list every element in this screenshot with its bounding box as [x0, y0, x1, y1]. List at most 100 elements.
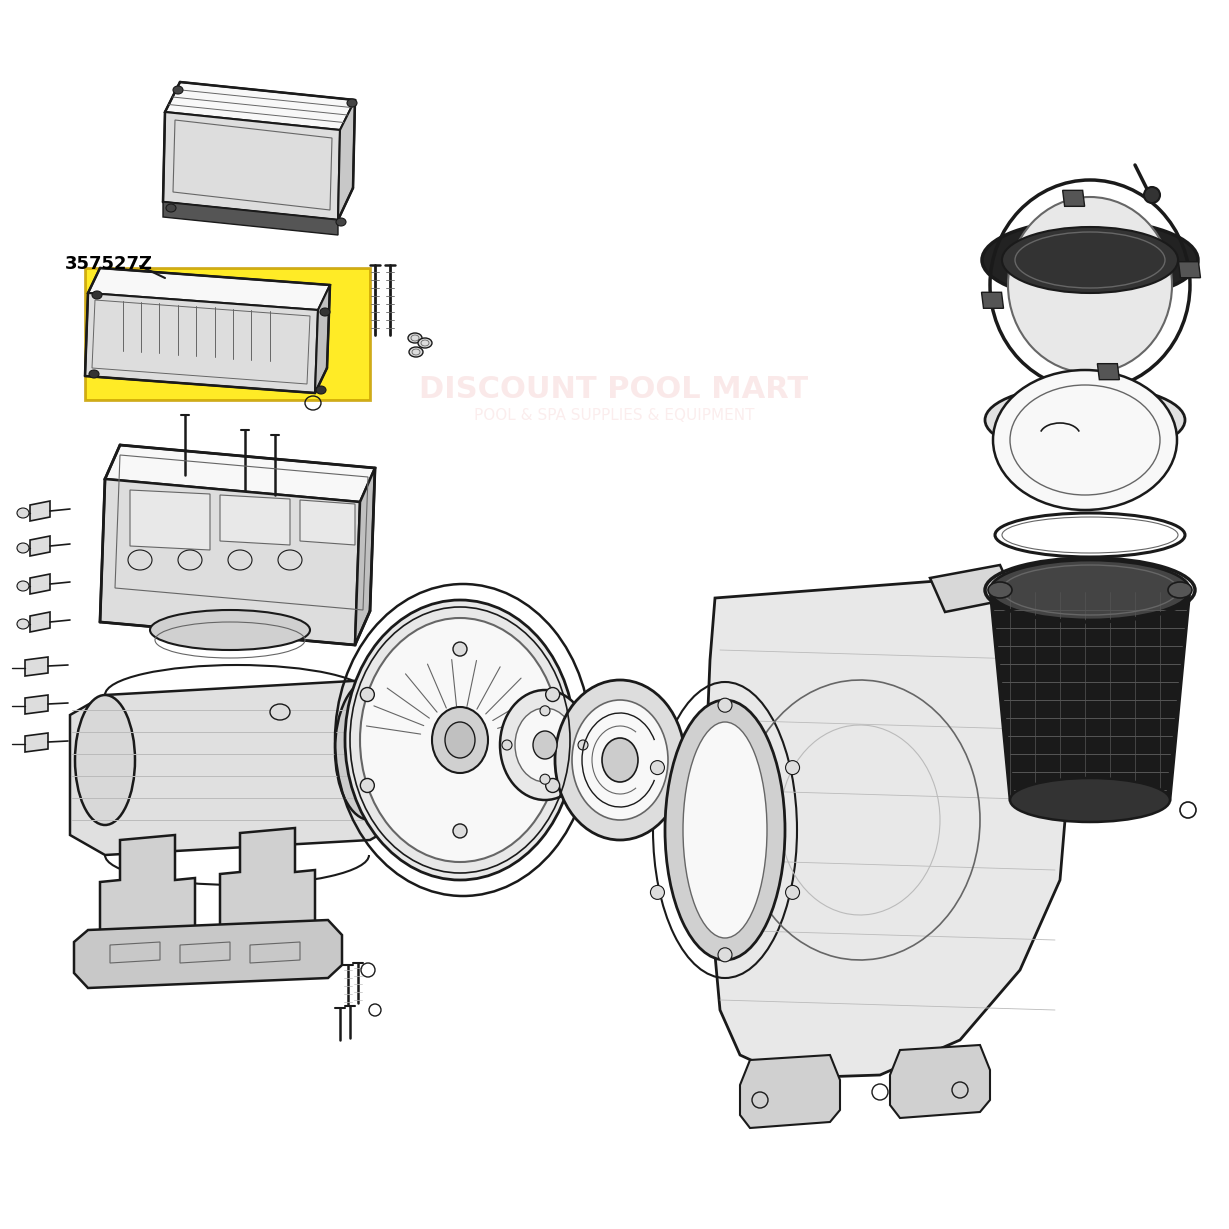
Ellipse shape [578, 740, 587, 750]
Ellipse shape [1168, 583, 1192, 599]
Ellipse shape [556, 680, 685, 839]
Polygon shape [100, 479, 360, 645]
Ellipse shape [785, 885, 800, 900]
Ellipse shape [347, 100, 356, 107]
Ellipse shape [360, 687, 375, 702]
Ellipse shape [988, 583, 1011, 599]
Ellipse shape [178, 551, 202, 570]
Ellipse shape [17, 619, 29, 629]
Ellipse shape [718, 698, 732, 712]
Polygon shape [982, 293, 1004, 308]
Ellipse shape [75, 696, 135, 825]
Polygon shape [355, 468, 375, 645]
Ellipse shape [683, 721, 767, 938]
Bar [85, 268, 370, 399]
Polygon shape [1179, 262, 1201, 278]
Ellipse shape [984, 385, 1185, 455]
Ellipse shape [785, 761, 800, 774]
Ellipse shape [546, 687, 559, 702]
Ellipse shape [515, 708, 575, 782]
Ellipse shape [454, 642, 467, 656]
Polygon shape [163, 202, 338, 235]
Ellipse shape [445, 721, 474, 758]
Ellipse shape [718, 948, 732, 962]
Ellipse shape [433, 707, 488, 773]
Ellipse shape [501, 740, 512, 750]
Polygon shape [74, 921, 342, 988]
Ellipse shape [166, 204, 176, 211]
Polygon shape [220, 495, 290, 544]
Polygon shape [104, 445, 375, 501]
Ellipse shape [665, 701, 785, 960]
Ellipse shape [1002, 227, 1179, 293]
Ellipse shape [602, 737, 638, 782]
Polygon shape [29, 501, 50, 521]
Ellipse shape [540, 774, 551, 784]
Text: DISCOUNT POOL MART: DISCOUNT POOL MART [419, 376, 809, 404]
Polygon shape [88, 268, 331, 310]
Polygon shape [740, 1054, 839, 1128]
Polygon shape [1097, 364, 1120, 380]
Ellipse shape [454, 823, 467, 838]
Ellipse shape [1008, 197, 1172, 372]
Polygon shape [29, 612, 50, 632]
Ellipse shape [1144, 187, 1160, 203]
Polygon shape [930, 565, 1015, 612]
Ellipse shape [17, 581, 29, 591]
Ellipse shape [380, 742, 396, 758]
Polygon shape [220, 828, 315, 925]
Ellipse shape [150, 610, 310, 650]
Ellipse shape [500, 689, 590, 800]
Polygon shape [338, 100, 355, 220]
Polygon shape [991, 590, 1190, 800]
Ellipse shape [360, 618, 560, 862]
Polygon shape [85, 293, 318, 393]
Ellipse shape [17, 508, 29, 517]
Ellipse shape [278, 551, 302, 570]
Ellipse shape [993, 370, 1177, 510]
Polygon shape [25, 658, 48, 676]
Ellipse shape [88, 370, 100, 379]
Polygon shape [1063, 190, 1085, 206]
Ellipse shape [982, 220, 1198, 300]
Polygon shape [25, 696, 48, 714]
Ellipse shape [229, 551, 252, 570]
Ellipse shape [360, 778, 375, 793]
Ellipse shape [383, 748, 392, 756]
Ellipse shape [418, 338, 433, 348]
Ellipse shape [650, 761, 665, 774]
Polygon shape [315, 285, 331, 393]
Ellipse shape [320, 308, 331, 316]
Polygon shape [29, 574, 50, 594]
Ellipse shape [533, 731, 557, 760]
Ellipse shape [92, 291, 102, 299]
Ellipse shape [409, 347, 423, 356]
Polygon shape [130, 490, 210, 551]
Ellipse shape [546, 778, 559, 793]
Ellipse shape [650, 885, 665, 900]
Ellipse shape [1010, 778, 1170, 822]
Polygon shape [705, 580, 1070, 1078]
Ellipse shape [571, 701, 669, 820]
Ellipse shape [991, 560, 1190, 619]
Polygon shape [165, 82, 355, 130]
Polygon shape [300, 500, 355, 544]
Ellipse shape [408, 333, 422, 343]
Polygon shape [29, 536, 50, 556]
Polygon shape [163, 112, 340, 220]
Ellipse shape [336, 218, 347, 226]
Polygon shape [25, 732, 48, 752]
Ellipse shape [316, 386, 326, 395]
Ellipse shape [540, 705, 551, 715]
Text: POOL & SPA SUPPLIES & EQUIPMENT: POOL & SPA SUPPLIES & EQUIPMENT [473, 408, 755, 423]
Ellipse shape [270, 704, 290, 720]
Ellipse shape [173, 86, 183, 93]
Polygon shape [100, 834, 195, 933]
Ellipse shape [336, 680, 406, 820]
Polygon shape [890, 1045, 991, 1118]
Ellipse shape [345, 600, 575, 880]
Text: 357527Z: 357527Z [65, 254, 152, 273]
Polygon shape [70, 680, 406, 855]
Ellipse shape [17, 543, 29, 553]
Ellipse shape [128, 551, 152, 570]
